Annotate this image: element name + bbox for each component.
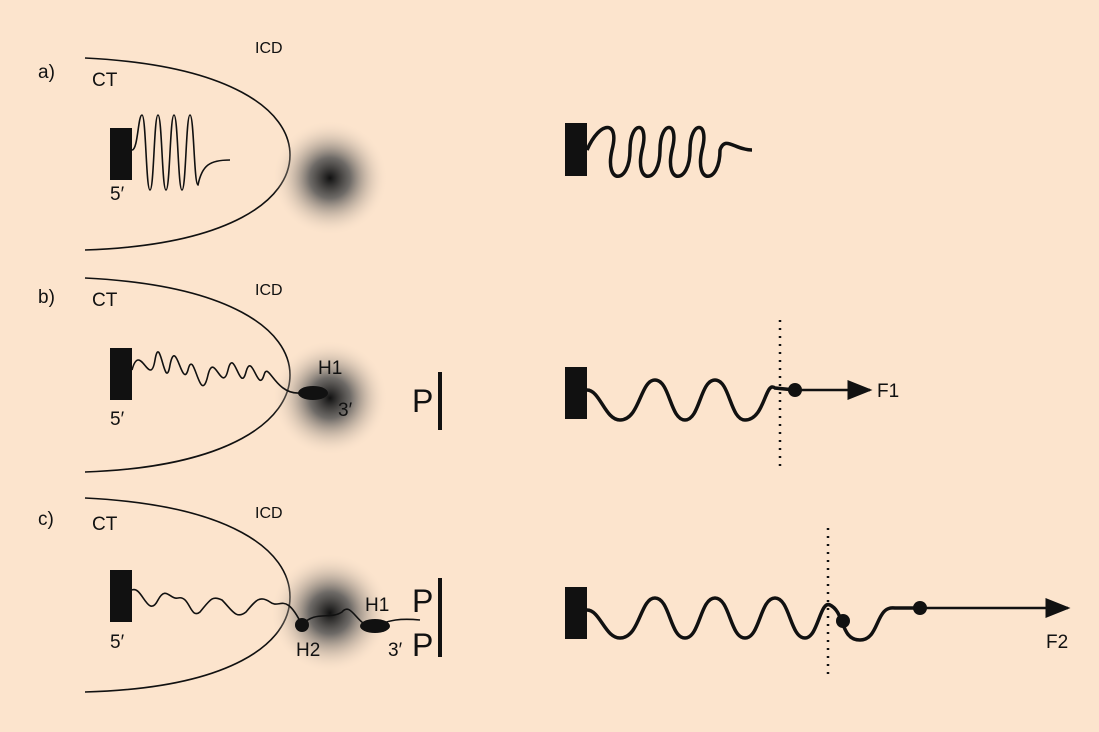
- h2-bead: [295, 618, 309, 632]
- ct-label: CT: [92, 70, 118, 91]
- anchor: [565, 587, 587, 639]
- h1-label: H1: [318, 358, 342, 379]
- panel-label: c): [38, 509, 54, 530]
- h1-bead: [298, 386, 328, 400]
- anchor: [565, 123, 587, 176]
- h1-label: H1: [365, 595, 389, 616]
- bead: [836, 614, 850, 628]
- h1-bead: [360, 619, 390, 633]
- three-prime: 3′: [388, 640, 403, 661]
- probe-label: P: [412, 383, 433, 419]
- anchor: [110, 348, 132, 400]
- panel-label: a): [38, 62, 55, 83]
- ct-label: CT: [92, 514, 118, 535]
- ct-label: CT: [92, 290, 118, 311]
- panel-label: b): [38, 287, 55, 308]
- three-prime: 3′: [338, 400, 353, 421]
- icd-blur: [272, 120, 388, 236]
- anchor: [565, 367, 587, 419]
- five-prime: 5′: [110, 632, 125, 653]
- force-label: F2: [1046, 632, 1068, 653]
- anchor: [110, 128, 132, 180]
- background: [0, 0, 1099, 732]
- probe-label: P: [412, 627, 433, 663]
- icd-label: ICD: [255, 505, 283, 522]
- five-prime: 5′: [110, 184, 125, 205]
- anchor: [110, 570, 132, 622]
- icd-label: ICD: [255, 40, 283, 57]
- five-prime: 5′: [110, 409, 125, 430]
- force-label: F1: [877, 381, 899, 402]
- h2-label: H2: [296, 640, 320, 661]
- icd-label: ICD: [255, 282, 283, 299]
- probe-label: P: [412, 583, 433, 619]
- diagram: a) CT ICD 5′ b) CT ICD 5′ H1 3′ P F1 c) …: [0, 0, 1099, 732]
